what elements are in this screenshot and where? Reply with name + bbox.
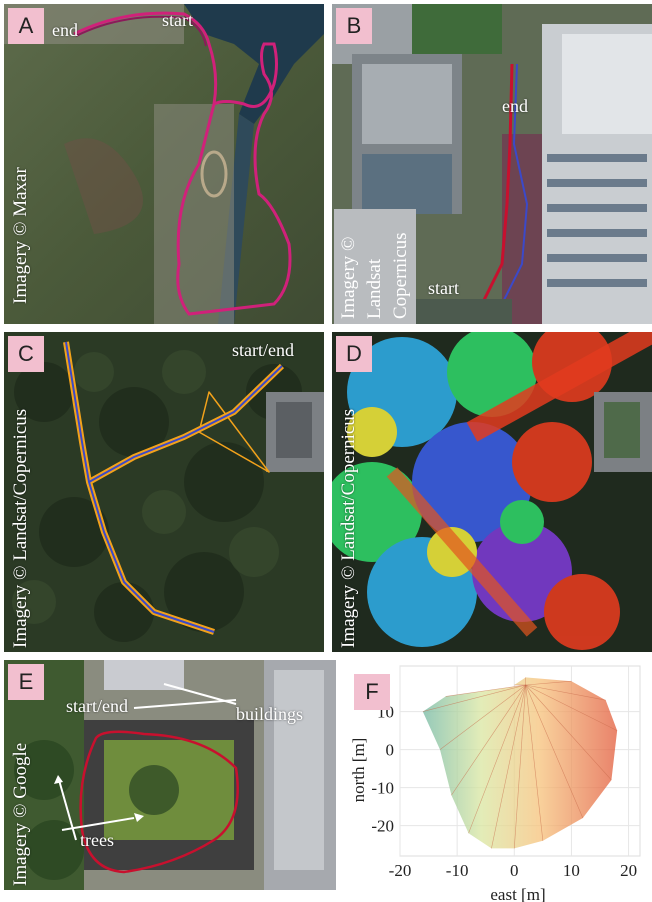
panel-f-xtick-label: 10 (563, 861, 580, 880)
panel-a-end-label: end (52, 20, 78, 41)
panel-e-buildings-label: buildings (236, 704, 303, 725)
panel-b-credit-line3: Copernicus (390, 232, 412, 319)
panel-e-badge: E (8, 664, 44, 700)
panel-e: E start/end buildings trees Imagery © Go… (4, 660, 336, 890)
panel-a: A end start Imagery © Maxar (4, 4, 324, 324)
panel-b-badge: B (336, 8, 372, 44)
panel-f-ylabel: north [m] (349, 738, 368, 803)
panel-d-badge: D (336, 336, 372, 372)
panel-b-start-label: start (428, 278, 459, 299)
panel-d-point-cloud-image (332, 332, 652, 652)
panel-f-ytick-label: 0 (386, 741, 395, 760)
panel-b-credit-line2: Landsat (364, 259, 386, 319)
panel-e-trees-label: trees (80, 830, 114, 851)
panel-f-xtick-label: -10 (446, 861, 469, 880)
panel-b-credit-box: Imagery © Landsat Copernicus (334, 209, 416, 324)
panel-f-xlabel: east [m] (490, 885, 545, 902)
panel-c: C start/end Imagery © Landsat/Copernicus (4, 332, 324, 652)
panel-c-badge: C (8, 336, 44, 372)
panel-f-badge: F (354, 674, 390, 710)
panel-c-start-end-label: start/end (232, 340, 294, 361)
panel-e-aerial-image (4, 660, 336, 890)
panel-b-credit-line1: Imagery © (338, 237, 360, 320)
panel-f-xtick-label: 0 (510, 861, 519, 880)
panel-a-start-label: start (162, 10, 193, 31)
panel-e-credit: Imagery © Google (10, 743, 32, 886)
panel-e-start-end-label: start/end (66, 696, 128, 717)
panel-f-xtick-label: 20 (620, 861, 637, 880)
panel-f: -20 -10 0 10 20 10 0 -10 -20 east [m] north [m] … (340, 660, 652, 902)
panel-f-xtick-label: -20 (389, 861, 412, 880)
panel-d: D Imagery © Landsat/Copernicus (332, 332, 652, 652)
panel-a-badge: A (8, 8, 44, 44)
panel-f-ytick-label: -20 (371, 817, 394, 836)
panel-a-credit: Imagery © Maxar (10, 167, 32, 304)
panel-d-credit: Imagery © Landsat/Copernicus (338, 409, 360, 648)
panel-a-satellite-image (4, 4, 324, 324)
panel-c-credit: Imagery © Landsat/Copernicus (10, 409, 32, 648)
panel-f-ytick-label: -10 (371, 779, 394, 798)
panel-b-end-label: end (502, 96, 528, 117)
panel-b: B end start Imagery © Landsat Copernicus (332, 4, 652, 324)
panel-c-aerial-image (4, 332, 324, 652)
